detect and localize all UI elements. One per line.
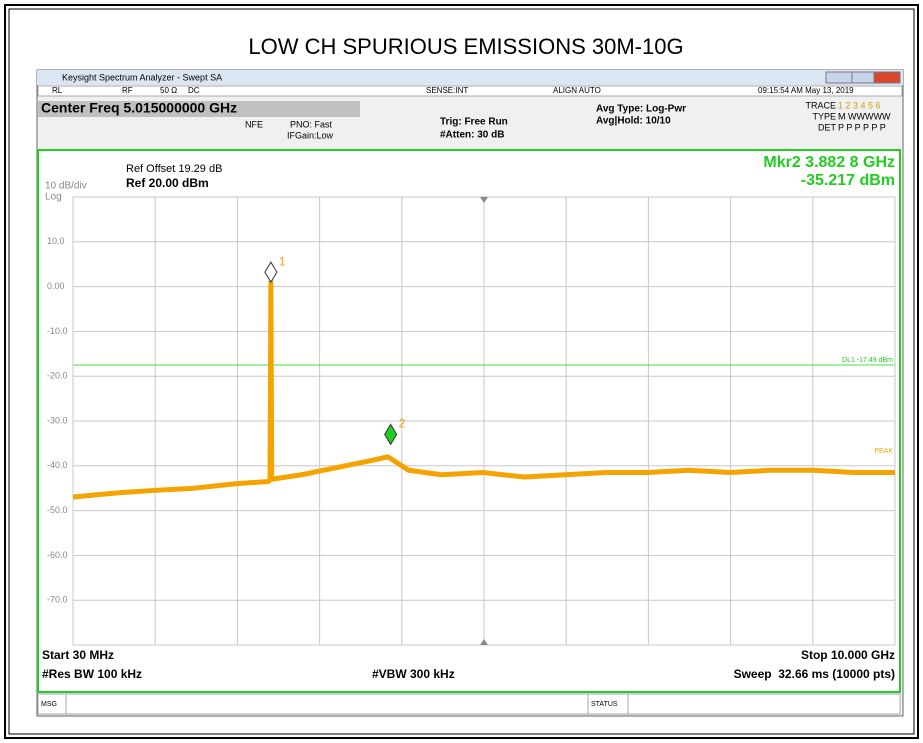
center-bar bbox=[38, 101, 360, 117]
y-tick-label: -40.0 bbox=[47, 460, 68, 470]
status-bg bbox=[37, 85, 903, 97]
scale: 10 dB/div bbox=[45, 181, 87, 192]
sweep: Sweep 32.66 ms (10000 pts) bbox=[734, 667, 895, 681]
status-item: ALIGN AUTO bbox=[553, 86, 601, 95]
status-item: RF bbox=[122, 86, 133, 95]
type-val: M WWWWW bbox=[838, 111, 891, 121]
ifgain: IFGain:Low bbox=[287, 130, 334, 140]
status-item: 50 Ω bbox=[160, 86, 177, 95]
marker-freq: Mkr2 3.882 8 GHz bbox=[763, 154, 895, 171]
y-tick-label: -20.0 bbox=[47, 371, 68, 381]
center-tick bbox=[480, 639, 488, 645]
marker bbox=[264, 261, 278, 284]
marker-label: 1 bbox=[279, 254, 286, 268]
close-button[interactable] bbox=[873, 71, 901, 84]
status-row: RL RF 50 Ω DC SENSE:INT ALIGN AUTO 09:15:54 AM… bbox=[37, 85, 903, 97]
y-tick-label: -10.0 bbox=[47, 326, 68, 336]
avg-hold: Avg|Hold: 10/10 bbox=[596, 116, 671, 127]
avg-type: Avg Type: Log-Pwr bbox=[596, 104, 686, 115]
ref-offset: Ref Offset 19.29 dB bbox=[126, 163, 222, 175]
trace-nums: 1 2 3 4 5 6 bbox=[838, 100, 881, 110]
status-item: 09:15:54 AM May 13, 2019 bbox=[758, 86, 854, 95]
trig: Trig: Free Run bbox=[440, 117, 508, 128]
plot: 10.0 0.00 -10.0 -20.0 -30.0 -40.0 -50.0 -60.0 -7… bbox=[47, 196, 896, 646]
y-tick-label: -50.0 bbox=[47, 505, 68, 515]
status-item: DC bbox=[188, 86, 200, 95]
display-line-label: DL1 -17.49 dBm bbox=[842, 357, 893, 364]
max-button[interactable] bbox=[851, 71, 875, 84]
outer-border bbox=[4, 4, 919, 739]
y-tick-label: -60.0 bbox=[47, 550, 68, 560]
pno: PNO: Fast bbox=[290, 119, 333, 129]
y-tick-label: -70.0 bbox=[47, 595, 68, 605]
msg-bar bbox=[37, 693, 901, 715]
window-title: Keysight Spectrum Analyzer - Swept SA bbox=[62, 72, 222, 82]
stop: Stop 10.000 GHz bbox=[801, 648, 895, 662]
center-tick bbox=[480, 197, 488, 203]
rbw: #Res BW 100 kHz bbox=[42, 667, 142, 681]
marker-label: 2 bbox=[399, 417, 406, 431]
y-tick-label: 10.0 bbox=[47, 236, 65, 246]
peak-label: PEAK bbox=[874, 448, 893, 455]
msg: MSG bbox=[41, 701, 57, 708]
status: STATUS bbox=[591, 701, 618, 708]
atten: #Atten: 30 dB bbox=[440, 130, 504, 141]
det-label: DET bbox=[818, 122, 837, 132]
vbw: #VBW 300 kHz bbox=[372, 667, 455, 681]
inner-border bbox=[8, 8, 915, 735]
y-tick-label: -30.0 bbox=[47, 415, 68, 425]
title-bar bbox=[37, 70, 903, 85]
status-item: RL bbox=[52, 86, 63, 95]
center-freq: Center Freq 5.015000000 GHz bbox=[41, 100, 237, 116]
type-label: TYPE bbox=[812, 111, 836, 121]
trace-label: TRACE bbox=[805, 100, 836, 110]
start: Start 30 MHz bbox=[42, 648, 114, 662]
log: Log bbox=[45, 192, 62, 203]
status-item: SENSE:INT bbox=[426, 86, 468, 95]
min-button[interactable] bbox=[825, 71, 853, 84]
ref-level: Ref 20.00 dBm bbox=[126, 176, 209, 190]
trace bbox=[72, 279, 895, 500]
title: LOW CH SPURIOUS EMISSIONS 30M-10G bbox=[248, 34, 683, 59]
det-val: P P P P P P bbox=[838, 122, 886, 132]
marker bbox=[384, 423, 398, 446]
marker-level: -35.217 dBm bbox=[801, 172, 895, 189]
y-tick-label: 0.00 bbox=[47, 281, 65, 291]
nfe: NFE bbox=[245, 119, 263, 129]
